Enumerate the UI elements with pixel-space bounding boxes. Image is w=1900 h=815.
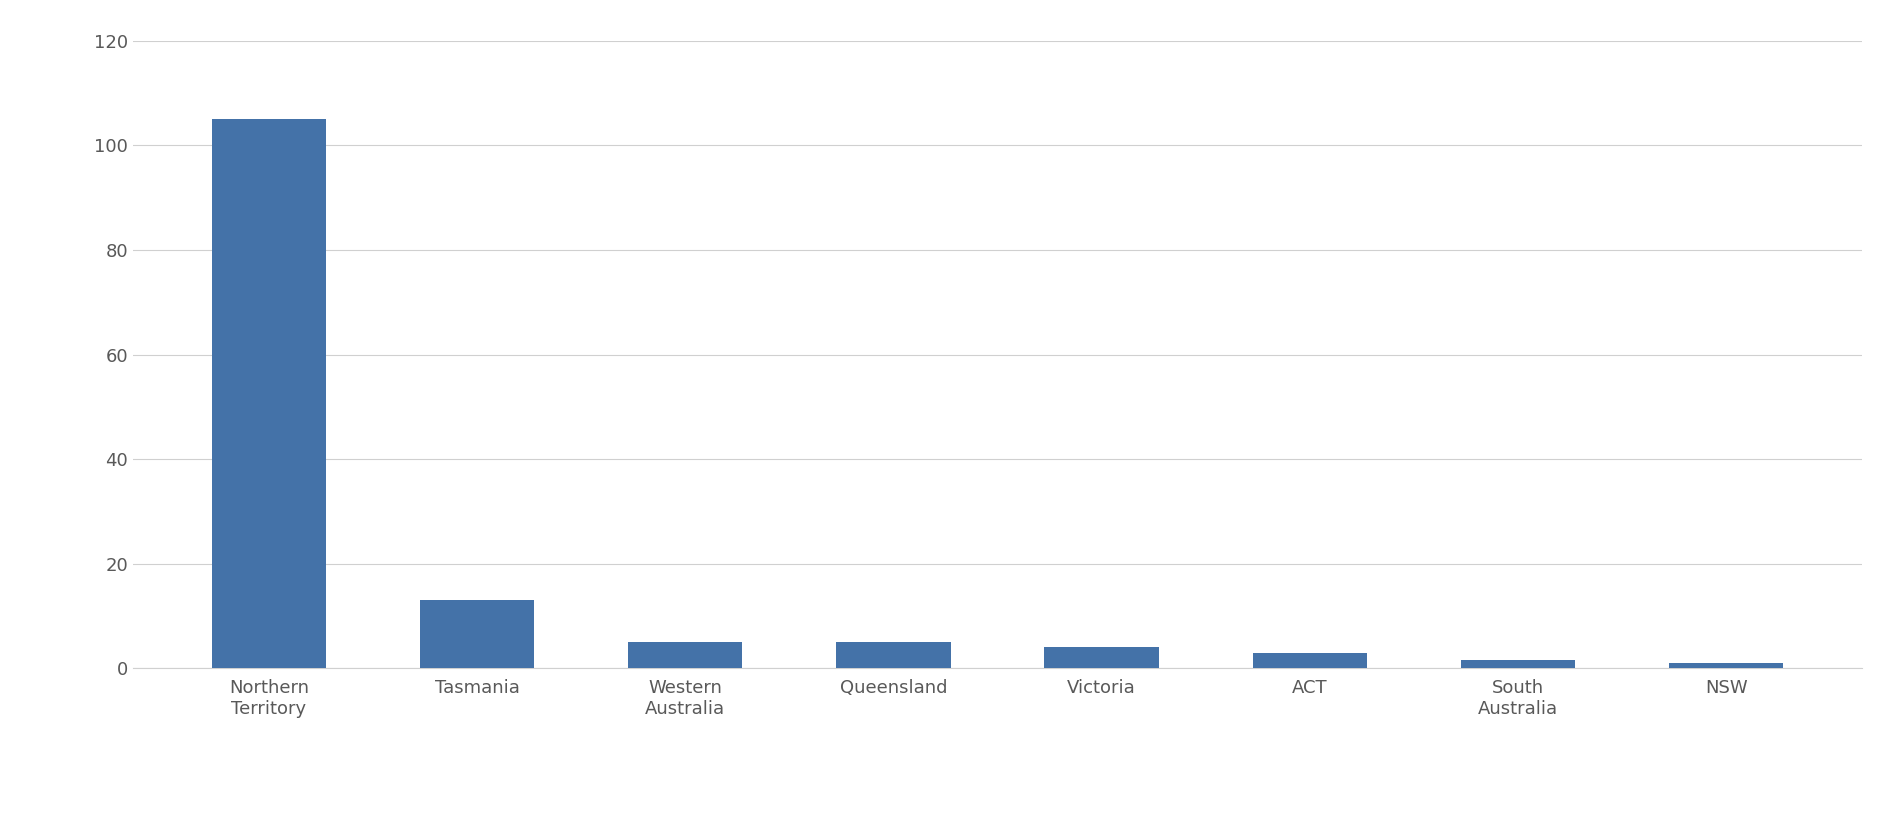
Bar: [1461, 660, 1575, 668]
Bar: [211, 119, 327, 668]
Bar: [420, 601, 534, 668]
Bar: [836, 642, 950, 668]
Bar: [1668, 663, 1784, 668]
Bar: [1045, 647, 1159, 668]
Bar: [629, 642, 743, 668]
Bar: [1252, 653, 1366, 668]
